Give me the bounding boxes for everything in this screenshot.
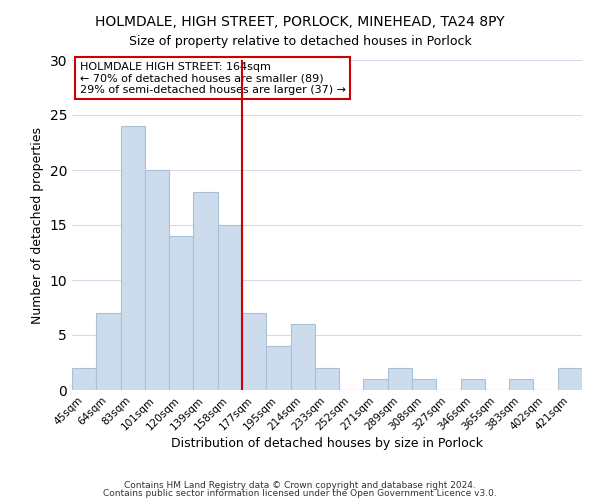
Bar: [290, 324, 315, 390]
X-axis label: Distribution of detached houses by size in Porlock: Distribution of detached houses by size …: [171, 438, 483, 450]
Text: Contains public sector information licensed under the Open Government Licence v3: Contains public sector information licen…: [103, 489, 497, 498]
Bar: [96, 313, 121, 390]
Text: Size of property relative to detached houses in Porlock: Size of property relative to detached ho…: [128, 35, 472, 48]
Bar: [509, 379, 533, 390]
Bar: [412, 379, 436, 390]
Bar: [145, 170, 169, 390]
Text: HOLMDALE, HIGH STREET, PORLOCK, MINEHEAD, TA24 8PY: HOLMDALE, HIGH STREET, PORLOCK, MINEHEAD…: [95, 15, 505, 29]
Bar: [121, 126, 145, 390]
Bar: [218, 225, 242, 390]
Bar: [266, 346, 290, 390]
Bar: [315, 368, 339, 390]
Y-axis label: Number of detached properties: Number of detached properties: [31, 126, 44, 324]
Bar: [364, 379, 388, 390]
Bar: [242, 313, 266, 390]
Bar: [72, 368, 96, 390]
Bar: [169, 236, 193, 390]
Bar: [388, 368, 412, 390]
Bar: [461, 379, 485, 390]
Bar: [558, 368, 582, 390]
Bar: [193, 192, 218, 390]
Text: Contains HM Land Registry data © Crown copyright and database right 2024.: Contains HM Land Registry data © Crown c…: [124, 480, 476, 490]
Text: HOLMDALE HIGH STREET: 164sqm
← 70% of detached houses are smaller (89)
29% of se: HOLMDALE HIGH STREET: 164sqm ← 70% of de…: [80, 62, 346, 95]
